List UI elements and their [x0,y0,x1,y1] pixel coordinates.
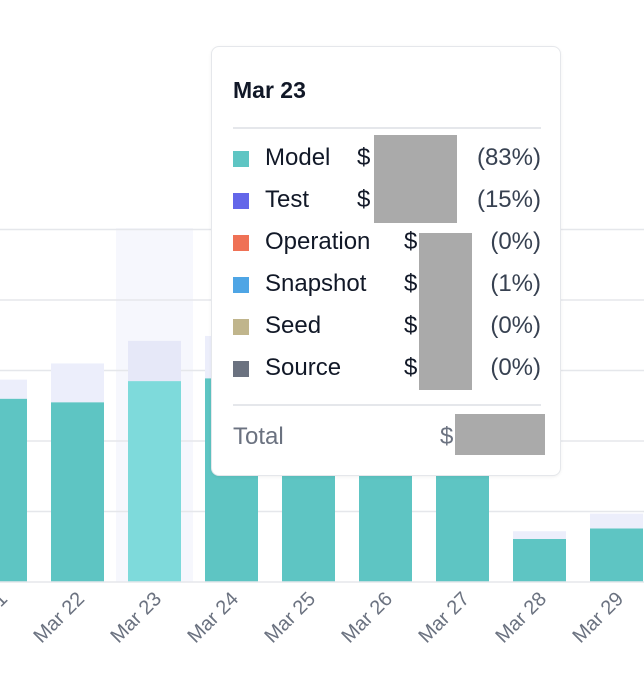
bar-test-mar-22 [51,363,104,403]
tooltip-title: Mar 23 [233,77,306,103]
row-currency: $ [404,312,418,339]
tooltip-row-test: Test $ (15%) [233,181,541,223]
row-currency: $ [357,144,371,171]
tooltip-row-operation: Operation $ (0%) [233,223,541,265]
row-percent: (83%) [476,144,541,171]
row-label: Seed [265,312,322,339]
tooltip-row-model: Model $ (83%) [233,139,541,181]
tooltip-row-seed: Seed $ (0%) [233,307,541,349]
x-tick-label: Mar 23 [106,588,166,648]
row-currency: $ [404,228,418,255]
legend-swatch-icon [233,151,249,167]
row-currency: $ [404,354,418,381]
x-tick-label: Mar 27 [414,588,474,648]
row-label: Model [265,144,331,171]
bar-model-mar-23 [128,381,181,582]
total-currency: $ [440,423,454,450]
legend-swatch-icon [233,235,249,251]
bar-model-mar-22 [51,402,104,582]
legend-swatch-icon [233,319,249,335]
bar-model-mar-29 [590,528,643,582]
row-percent: (15%) [476,186,541,213]
tooltip-row-snapshot: Snapshot $ (1%) [233,265,541,307]
row-label: Test [265,186,310,213]
tooltip-divider [233,404,541,406]
x-tick-label: Mar 28 [491,588,551,648]
bar-model-mar-28 [513,538,566,582]
redacted-total [455,414,545,455]
row-currency: $ [404,270,418,297]
legend-swatch-icon [233,361,249,377]
x-tick-label: Mar 29 [568,588,628,648]
row-label: Snapshot [265,270,367,297]
bar-test-mar-29 [590,513,643,529]
tooltip-row-source: Source $ (0%) [233,349,541,391]
x-tick-label: Mar 24 [183,588,243,648]
redacted-block [374,135,457,223]
bar-test-mar-21 [0,379,27,399]
row-label: Source [265,354,342,381]
x-tick-label: Mar 21 [0,588,12,648]
row-percent: (0%) [490,228,541,255]
bar-test-mar-28 [513,531,566,539]
bar-test-mar-23 [128,340,181,382]
row-percent: (0%) [490,354,541,381]
total-label: Total [233,423,284,450]
chart-tooltip: Mar 23 Model $ (83%) Test $ (15%) Operat… [211,46,561,476]
row-percent: (0%) [490,312,541,339]
x-tick-label: Mar 25 [260,588,320,648]
redacted-block [419,233,472,390]
row-label: Operation [265,228,371,255]
legend-swatch-icon [233,193,249,209]
x-tick-label: Mar 26 [337,588,397,648]
bar-model-mar-21 [0,398,27,582]
x-tick-label: Mar 22 [29,588,89,648]
row-percent: (1%) [490,270,541,297]
tooltip-divider [233,127,541,129]
row-currency: $ [357,186,371,213]
legend-swatch-icon [233,277,249,293]
